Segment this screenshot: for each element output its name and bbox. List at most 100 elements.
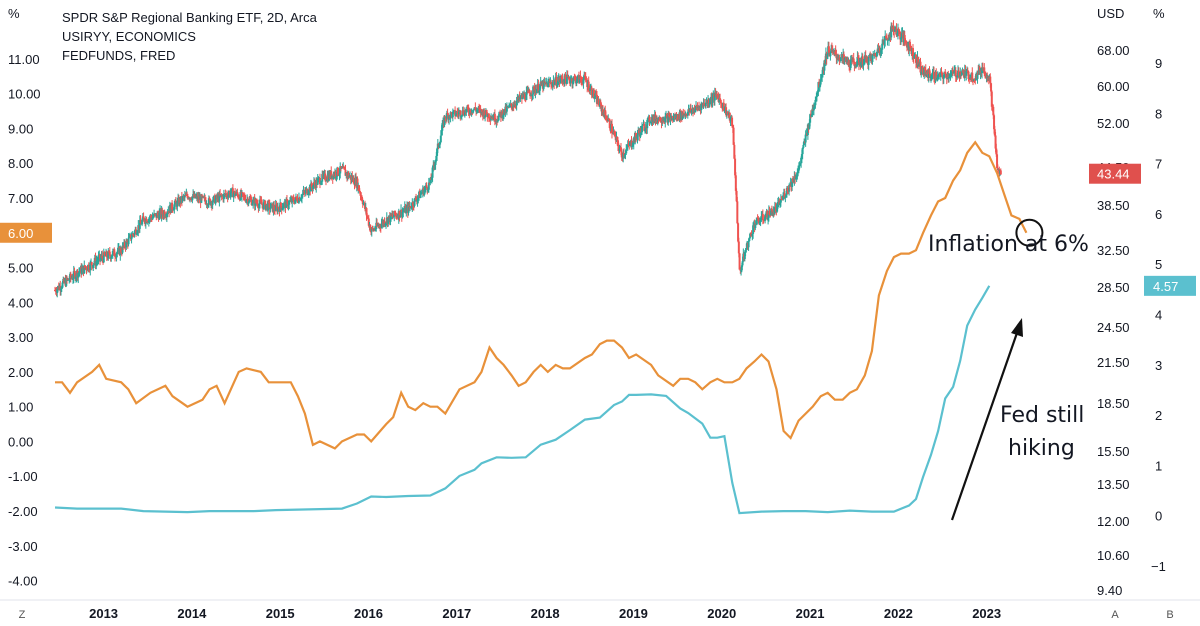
kre-candle-body (582, 79, 585, 84)
kre-candle-body (275, 204, 278, 206)
kre-candle-body (575, 81, 578, 84)
kre-candle-body (165, 213, 168, 217)
kre-candle-body (538, 90, 541, 93)
kre-candle-body (493, 113, 496, 122)
kre-candle-body (648, 116, 651, 123)
kre-candle-body (294, 199, 297, 204)
kre-candle-body (899, 31, 902, 40)
kre-candle-body (361, 196, 364, 201)
kre-candle-body (800, 154, 803, 158)
kre-candle-body (150, 215, 153, 218)
kre-candles (54, 20, 1002, 298)
right-axis: % 9 8 7 6 5 4 3 2 1 0 −1 (1151, 6, 1166, 574)
kre-candle-body (441, 123, 444, 131)
right-tick-label: 2 (1155, 408, 1162, 423)
kre-candle-body (129, 234, 132, 240)
kre-candle-body (912, 58, 915, 60)
kre-candle-body (438, 144, 441, 147)
year-tick-label: 2017 (442, 606, 471, 621)
kre-candle-body (141, 216, 144, 221)
kre-candle-body (983, 67, 986, 74)
kre-candle-body (87, 265, 90, 270)
year-tick-label: 2023 (972, 606, 1001, 621)
kre-candle-body (561, 78, 564, 82)
kre-candle-body (243, 196, 246, 200)
kre-candle-body (623, 154, 626, 157)
kre-candle-body (994, 135, 997, 149)
kre-candle-body (89, 262, 92, 271)
kre-candle-body (232, 193, 235, 198)
kre-candle-body (515, 101, 518, 106)
kre-candle-body (443, 116, 446, 125)
kre-candle-body (68, 279, 71, 281)
kre-candle-body (525, 91, 528, 100)
kre-candle-body (358, 190, 361, 193)
kre-candle-body (752, 225, 755, 234)
kre-candle-body (884, 36, 887, 41)
kre-candle-body (255, 199, 258, 203)
kre-candle-body (972, 80, 975, 82)
kre-candle-body (347, 173, 350, 178)
kre-candle-body (186, 196, 189, 199)
kre-candle-body (631, 144, 634, 146)
kre-candle-body (282, 207, 285, 209)
kre-candle-body (739, 269, 742, 271)
left-tick-label: 2.00 (8, 365, 33, 380)
kre-candle-body (302, 190, 305, 194)
kre-candle-body (514, 105, 517, 107)
kre-candle-body (54, 290, 57, 292)
kre-candle-body (251, 203, 254, 206)
kre-candle-body (498, 111, 501, 116)
kre-candle-body (131, 233, 134, 238)
kre-candle-body (898, 30, 901, 32)
kre-candle-body (202, 196, 205, 198)
right-tick-label: 0 (1155, 509, 1162, 524)
kre-candle-body (380, 223, 383, 228)
kre-candle-body (444, 116, 447, 118)
kre-candle-body (781, 198, 784, 200)
kre-candle-body (815, 92, 818, 98)
kre-candle-body (410, 207, 413, 209)
kre-candle-body (165, 216, 168, 218)
kre-candle-body (996, 154, 999, 169)
kre-candle-body (884, 36, 887, 38)
kre-candle-body (430, 177, 433, 180)
kre-candle-body (513, 104, 516, 107)
kre-candle-body (737, 241, 740, 254)
kre-candle-body (838, 57, 841, 60)
kre-candle-body (306, 188, 309, 195)
kre-candle-body (788, 185, 791, 192)
kre-candle-body (376, 222, 379, 227)
kre-candle-body (401, 211, 404, 217)
kre-candle-body (571, 81, 574, 84)
kre-candle-body (594, 94, 597, 97)
kre-candle-body (610, 123, 613, 134)
kre-candle-body (734, 175, 737, 191)
kre-candle-body (634, 133, 637, 143)
kre-candle-body (258, 203, 261, 208)
kre-candle-body (664, 116, 667, 123)
kre-candle-body (709, 101, 712, 103)
kre-candle-body (745, 248, 748, 250)
kre-candle-body (644, 129, 647, 131)
kre-candle-body (135, 233, 138, 235)
kre-candle-body (748, 237, 751, 242)
kre-candle-body (93, 263, 96, 265)
kre-candle-body (599, 101, 602, 105)
kre-candle-body (797, 166, 800, 171)
kre-candle-body (147, 222, 150, 224)
kre-candle-body (499, 111, 502, 114)
kre-candle-body (802, 144, 805, 148)
usd-tick-label: 21.50 (1097, 355, 1130, 370)
kre-candle-body (595, 94, 598, 96)
kre-candle-body (320, 181, 323, 184)
left-axis: % 11.00 10.00 9.00 8.00 7.00 6.00 5.00 4.00 3.00 2… (8, 6, 41, 589)
kre-candle-body (72, 271, 75, 279)
left-tag-label: 6.00 (8, 226, 33, 241)
kre-candle-body (749, 233, 752, 235)
kre-candle-body (923, 67, 926, 70)
kre-candle-body (448, 116, 451, 120)
corner-z: Z (19, 609, 26, 621)
kre-candle-body (260, 201, 263, 204)
kre-candle-body (274, 204, 277, 211)
